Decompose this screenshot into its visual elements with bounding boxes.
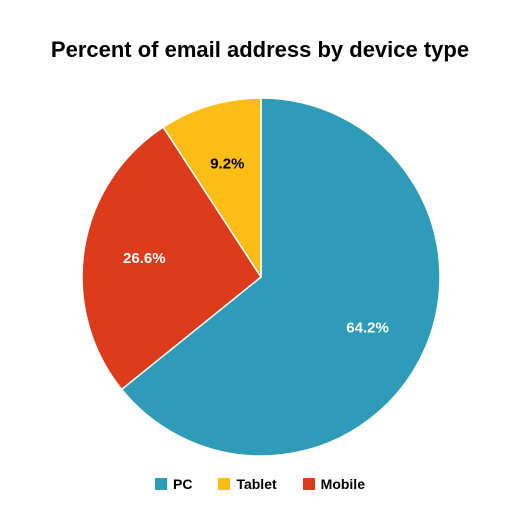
pie-slice-pc (120, 97, 441, 457)
pie-slices (81, 97, 441, 457)
legend-label: PC (173, 476, 193, 492)
legend: PC Tablet Mobile (0, 476, 520, 492)
slice-label-mobile: 26.6% (123, 250, 166, 267)
legend-item-tablet: Tablet (218, 476, 277, 492)
pie-labels: 64.2% 26.6% 9.2% (123, 155, 389, 336)
legend-label: Tablet (236, 476, 277, 492)
legend-swatch-pc (155, 478, 167, 490)
legend-swatch-tablet (218, 478, 231, 490)
pie-slice-tablet (162, 97, 262, 278)
legend-swatch-mobile (302, 478, 315, 490)
pie-slice-mobile (81, 126, 262, 391)
legend-label: Mobile (320, 476, 365, 492)
slice-label-pc: 64.2% (346, 319, 389, 336)
legend-item-mobile: Mobile (302, 476, 365, 492)
chart-title: Percent of email address by device type (50, 37, 470, 62)
legend-item-pc: PC (155, 476, 192, 492)
slice-label-tablet: 9.2% (210, 155, 244, 172)
